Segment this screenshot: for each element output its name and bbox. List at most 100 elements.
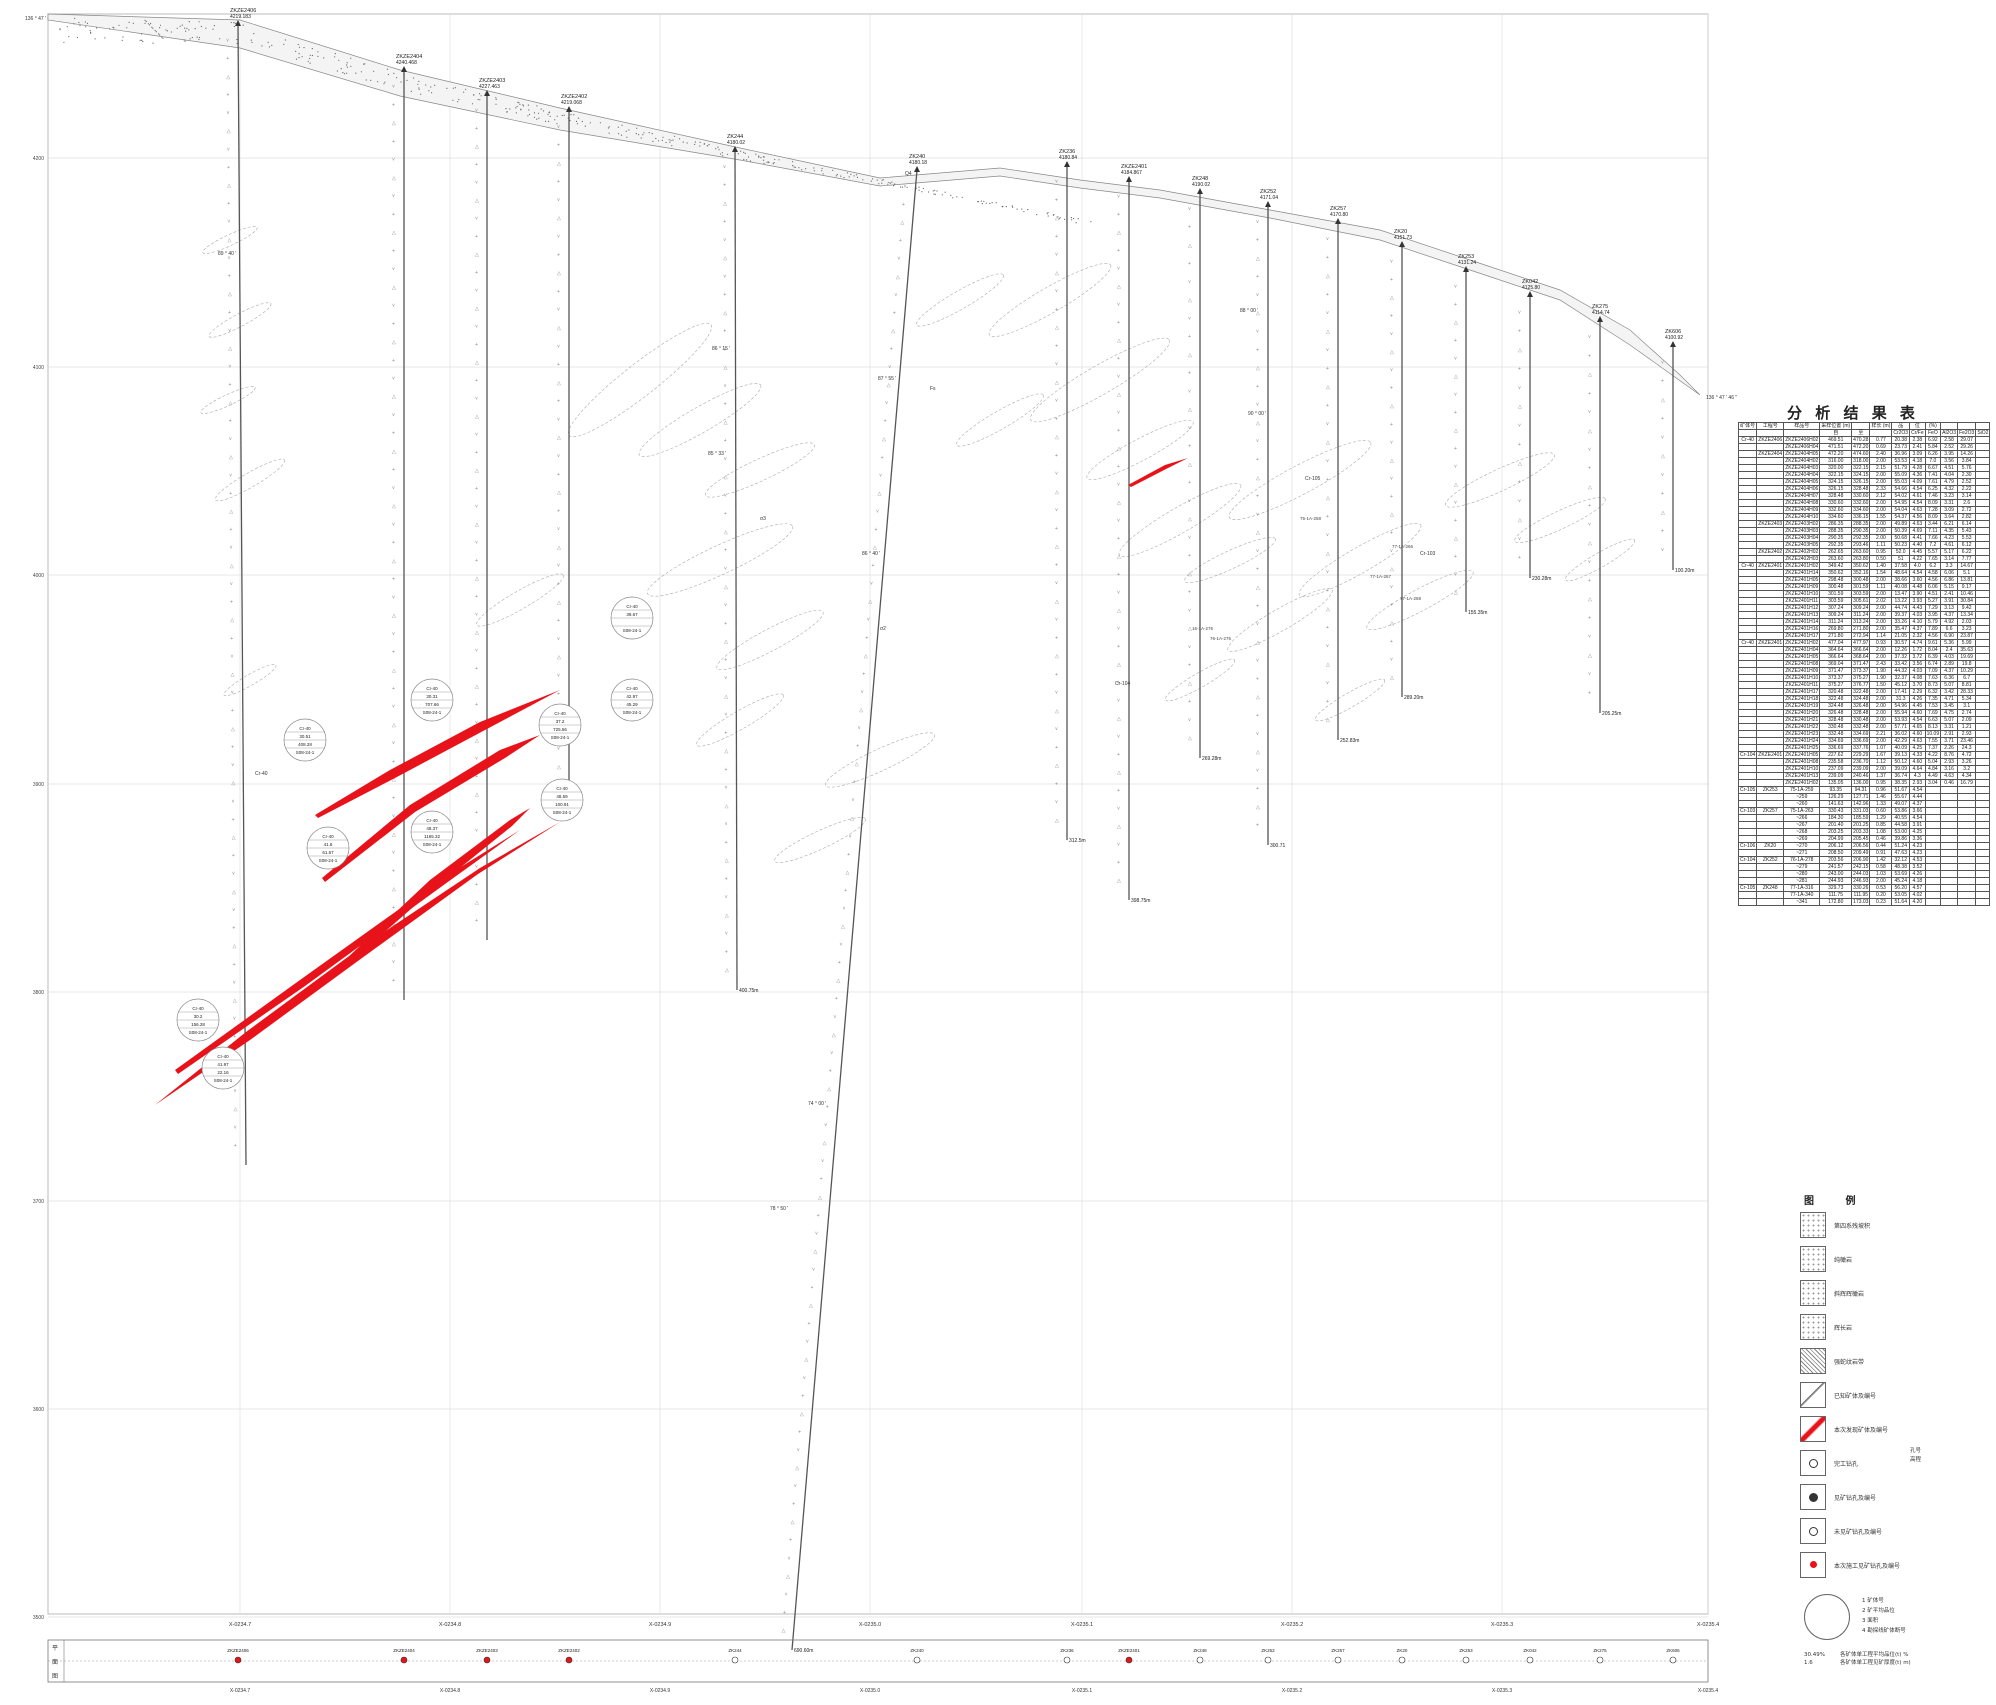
litho-mark: ˅ (812, 1267, 815, 1273)
litho-mark: + (557, 618, 560, 624)
litho-mark: ˅ (227, 219, 230, 225)
table-cell: 35.63 (1957, 646, 1977, 654)
litho-mark: △ (900, 220, 904, 226)
table-cell (1975, 856, 1991, 864)
table-cell: ZKZE2401H11 (1783, 597, 1821, 605)
table-cell: ZKZE2401H23 (1783, 730, 1821, 738)
litho-mark: ˅ (475, 180, 478, 186)
table-cell (1737, 891, 1758, 899)
circle-orebody-label: Cr-40 (626, 604, 638, 609)
litho-mark: ˅ (1188, 425, 1191, 431)
table-cell (1924, 877, 1942, 885)
litho-mark: △ (724, 475, 728, 481)
litho-mark: ˅ (475, 432, 478, 438)
table-cell: 7.09 (1924, 667, 1942, 675)
litho-mark: ˅ (876, 509, 879, 515)
q-dot (749, 160, 752, 162)
table-cell: 54.04 (1891, 506, 1911, 514)
table-cell: 2.00 (1869, 471, 1893, 479)
litho-mark: △ (1256, 420, 1260, 426)
litho-mark: △ (804, 1357, 808, 1363)
table-cell (1957, 821, 1977, 829)
table-cell: 5.76 (1957, 464, 1977, 472)
table-cell (1975, 646, 1991, 654)
borehole-elev: 4171.04 (1260, 195, 1278, 201)
q-dot (373, 70, 375, 72)
litho-mark: + (226, 56, 229, 62)
litho-mark: + (817, 1213, 820, 1219)
ore-lens (1298, 523, 1422, 597)
table-cell: 7.46 (1924, 492, 1942, 500)
litho-mark: + (475, 450, 478, 456)
q-dot (872, 178, 874, 180)
table-cell: 45.12 (1891, 681, 1911, 689)
litho-mark: △ (725, 803, 729, 809)
litho-mark: + (392, 358, 395, 364)
ore-lens (1228, 440, 1372, 520)
table-cell: 12.26 (1891, 646, 1911, 654)
litho-mark: ˅ (1661, 472, 1664, 478)
plan-hole-id: ZK257 (1331, 1648, 1345, 1653)
table-cell: 477.04 (1819, 639, 1853, 647)
litho-mark: ˅ (903, 184, 906, 190)
q-dot (708, 144, 710, 146)
litho-mark: ˅ (475, 864, 478, 870)
table-cell: 4.22 (1909, 555, 1926, 563)
q-dot (985, 202, 987, 204)
litho-mark: + (1117, 680, 1120, 686)
table-cell: 10.09 (1924, 730, 1942, 738)
table-cell: 40.08 (1891, 583, 1911, 591)
litho-mark: △ (557, 435, 561, 441)
litho-mark: △ (723, 201, 727, 207)
table-cell: 206.56 (1851, 842, 1871, 850)
borehole-collar (1597, 316, 1603, 322)
litho-mark: + (1661, 379, 1664, 385)
table-cell (1756, 646, 1785, 654)
litho-mark: ˅ (1256, 219, 1259, 225)
litho-mark: + (1588, 503, 1591, 509)
borehole-traces: ˅+△+˅△˅+△+˅△˅+△+˅△˅+△+˅△˅+△+˅△˅+△+˅△˅+△+… (218, 8, 1694, 1654)
table-cell: ZK252 (1756, 856, 1785, 864)
q-dot (253, 33, 255, 35)
table-header-cell: 至 (1851, 429, 1871, 437)
litho-mark: + (1661, 416, 1664, 422)
litho-mark: △ (392, 941, 396, 947)
table-cell: 49.07 (1891, 800, 1911, 808)
x-label: X-0235.0 (859, 1622, 881, 1628)
litho-mark: △ (1326, 440, 1330, 446)
table-cell (1737, 499, 1758, 507)
legend-symbol (1800, 1518, 1826, 1544)
table-cell: 4.43 (1909, 604, 1926, 612)
table-cell: 4.60 (1909, 758, 1926, 766)
borehole-collar (914, 166, 920, 172)
q-dot (758, 155, 760, 157)
litho-mark: ˅ (228, 255, 231, 261)
litho-mark: △ (868, 599, 872, 605)
litho-mark: + (1518, 442, 1521, 448)
q-dot (718, 149, 720, 151)
table-cell: 4.75 (1940, 709, 1959, 717)
q-dot (651, 133, 653, 135)
table-cell: 44.58 (1891, 821, 1911, 829)
table-cell (1957, 898, 1977, 906)
table-cell (1924, 835, 1942, 843)
litho-mark: △ (791, 1520, 795, 1526)
red-orebody-3 (322, 735, 540, 882)
circle-value: 1165.32 (424, 834, 440, 839)
table-cell (1975, 814, 1991, 822)
litho-mark: ˅ (1390, 259, 1393, 265)
table-cell (1756, 744, 1785, 752)
dip-annotation: 89 ° 40 ' (218, 251, 236, 257)
legend-foot-left: 1.6 (1804, 1660, 1813, 1666)
litho-mark: △ (557, 380, 561, 386)
q-dot (855, 174, 858, 176)
litho-mark: ˅ (1188, 206, 1191, 212)
litho-mark: △ (230, 563, 234, 569)
borehole-elev: 4219.068 (561, 100, 582, 106)
q-dot (149, 24, 151, 26)
table-cell: 4.03 (1909, 667, 1926, 675)
table-cell (1940, 863, 1959, 871)
table-cell: 4.61 (1940, 541, 1959, 549)
litho-mark: ˅ (1588, 410, 1591, 416)
litho-mark: + (789, 1538, 792, 1544)
